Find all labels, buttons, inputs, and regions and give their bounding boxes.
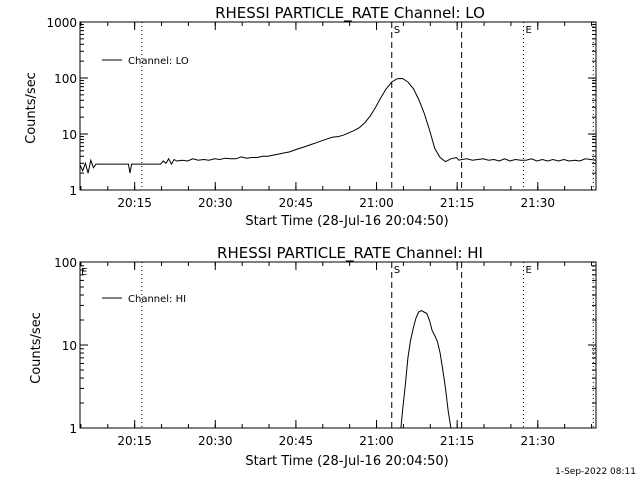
xlabel-hi: Start Time (28-Jul-16 20:04:50) [245,454,448,469]
marker-label-hi: E [525,265,531,276]
xtick-label-hi: 21:15 [440,434,475,448]
marker-label-hi: S [394,265,400,276]
series-line-lo [80,77,596,174]
ylabel-hi: Counts/sec [29,312,44,384]
xtick-label-lo: 21:30 [520,196,555,210]
ytick-label-lo: 1 [69,184,77,198]
ytick-label-lo: 1000 [46,16,77,30]
xtick-label-lo: 20:45 [279,196,314,210]
plot-frame-hi [79,261,597,429]
xtick-label-hi: 20:45 [279,434,314,448]
marker-label-lo: E [525,25,531,36]
ytick-label-hi: 10 [62,339,77,353]
plot-panel-hi: 1 10 100 20:15 20:30 20:45 21:00 21:15 21:30 S E [54,256,597,448]
ytick-label-lo: 10 [62,128,77,142]
series-line-hi [400,310,452,428]
xtick-label-hi: 21:00 [359,434,394,448]
plot-panel-lo: 1 10 100 1000 20:15 20:30 20:45 21:00 21:15 21:30… [46,16,597,210]
xtick-label-lo: 20:15 [117,196,152,210]
marker-label-lo: S [394,25,400,36]
legend-lo-label: Channel: LO [128,56,189,67]
footer-stamp: 1-Sep-2022 08:11 [555,467,636,477]
ylabel-lo: Counts/sec [24,72,39,144]
legend-hi-label: Channel: HI [128,294,186,305]
corner-mark-hi: E [81,267,87,278]
ytick-label-lo: 100 [54,72,77,86]
xlabel-lo: Start Time (28-Jul-16 20:04:50) [245,214,448,229]
xtick-label-hi: 20:30 [198,434,233,448]
xtick-label-lo: 21:15 [440,196,475,210]
xtick-label-hi: 20:15 [117,434,152,448]
chart-title-lo: RHESSI PARTICLE_RATE Channel: LO [215,4,485,23]
xtick-label-hi: 21:30 [520,434,555,448]
plot-frame-lo [79,21,597,191]
chart-title-hi: RHESSI PARTICLE_RATE Channel: HI [217,244,483,263]
xtick-label-lo: 20:30 [198,196,233,210]
xtick-label-lo: 21:00 [359,196,394,210]
ytick-label-hi: 100 [54,256,77,270]
ytick-label-hi: 1 [69,422,77,436]
